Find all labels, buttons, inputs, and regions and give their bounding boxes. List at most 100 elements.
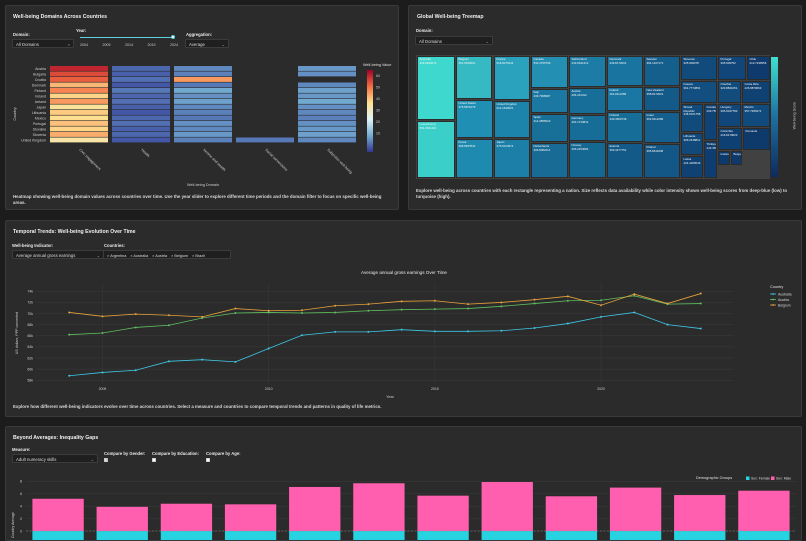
education-checkbox[interactable] bbox=[152, 458, 156, 462]
treemap-cell-name: Costa Rica bbox=[744, 82, 759, 86]
treemap-domain-select[interactable]: All Domains ⌄ bbox=[415, 36, 493, 45]
treemap-cell[interactable]: Lithuania 309.2438811 bbox=[681, 133, 703, 155]
aggregation-select-value: Average bbox=[189, 41, 205, 47]
treemap-cell[interactable]: Romania bbox=[743, 128, 770, 150]
country-chip[interactable]: × Austria bbox=[152, 254, 168, 258]
year-tick-label: 2024 bbox=[170, 43, 178, 47]
heatmap-cell bbox=[174, 82, 232, 88]
heatmap-cell bbox=[112, 132, 170, 137]
heatmap-row-label: Croatia bbox=[35, 78, 46, 82]
treemap-cell[interactable]: Hungary 305.6047783 bbox=[718, 104, 741, 127]
gender-checkbox[interactable] bbox=[104, 457, 108, 462]
chevron-down-icon[interactable]: ⌄ bbox=[96, 252, 100, 258]
heatmap-row-label: Denmark bbox=[32, 83, 46, 87]
treemap-cell[interactable]: Israel 392.8112289 bbox=[644, 112, 680, 143]
country-chip[interactable]: × Brazil bbox=[192, 254, 205, 258]
treemap-cell[interactable]: Belgium 461.6659001 bbox=[456, 56, 492, 99]
treemap-cell[interactable]: Japan 375.6014574 bbox=[494, 139, 530, 178]
treemap-cell[interactable]: Estonia 369.4277751 bbox=[607, 143, 643, 178]
chevron-down-icon[interactable]: ⌄ bbox=[221, 41, 225, 47]
treemap-cell[interactable]: Korea 398.8937844 bbox=[456, 139, 493, 178]
treemap-cell[interactable]: Austria 406.431312 bbox=[569, 88, 606, 114]
bar-male bbox=[289, 486, 341, 531]
treemap-cell[interactable]: Finland 443.3609748 bbox=[607, 112, 643, 142]
indicator-select[interactable]: Average annual gross earnings ⌄ bbox=[12, 250, 104, 259]
treemap-cell[interactable]: Denmark 449.8172001 bbox=[607, 56, 643, 86]
age-checkbox[interactable] bbox=[206, 458, 210, 462]
treemap-cell[interactable]: New Zealand 358.8172001 bbox=[644, 87, 680, 111]
treemap-cell[interactable]: Costa Rica 226.8879663 bbox=[742, 81, 770, 103]
treemap-cell[interactable]: Slovak Republic 346.5101758 bbox=[681, 104, 703, 132]
country-chip[interactable]: × Belgium bbox=[171, 254, 189, 258]
heatmap-column-label: Subjective well-being bbox=[326, 148, 353, 175]
series-point bbox=[367, 309, 370, 312]
series-point bbox=[134, 369, 137, 372]
countries-multiselect[interactable]: × Argentina × Australia × Austria × Belgium… bbox=[103, 250, 231, 259]
heatmap-colorbar bbox=[367, 70, 373, 152]
treemap-cell[interactable]: Greece 361.7772891 bbox=[681, 81, 717, 103]
treemap-cell[interactable]: Spain 414.2855023 bbox=[531, 114, 568, 142]
treemap-cell[interactable]: Slovenia 325.909378 bbox=[681, 56, 717, 80]
treemap-cell[interactable]: Iceland bbox=[718, 151, 730, 165]
year-slider-handle[interactable] bbox=[171, 35, 175, 39]
measure-select-value: Adult numeracy skills bbox=[16, 456, 57, 462]
heatmap-colorbar-tick: 20 bbox=[376, 120, 380, 124]
country-chip[interactable]: × Argentina bbox=[107, 254, 127, 258]
treemap-cell-name: Estonia bbox=[609, 144, 620, 148]
chevron-down-icon[interactable]: ⌄ bbox=[485, 38, 489, 44]
treemap-cell[interactable]: Australia 443.9290076 bbox=[417, 56, 455, 120]
y-tick-label: 64k bbox=[27, 345, 33, 349]
y-tick-label: 8 bbox=[20, 480, 22, 484]
treemap-cell[interactable]: Netherlands 406.8082214 bbox=[531, 143, 568, 178]
y-tick-label: 0 bbox=[20, 529, 22, 533]
legend-label: Australia bbox=[778, 292, 792, 296]
inequality-chart: Demographic Groups Sex: Female Sex: Male 8 6… bbox=[11, 476, 796, 540]
treemap-cell-value: 532.4755799 bbox=[533, 60, 551, 65]
treemap-cell-value: 369.4277751 bbox=[609, 147, 627, 152]
heatmap-cell bbox=[174, 71, 232, 77]
treemap-cell[interactable]: United Kingdom 612.1640001 bbox=[494, 101, 530, 138]
aggregation-select[interactable]: Average ⌄ bbox=[185, 39, 229, 48]
treemap-cell-value: 414.2855023 bbox=[533, 118, 551, 123]
treemap-cell[interactable]: Portugal 305.609752 bbox=[718, 56, 746, 80]
year-slider[interactable] bbox=[80, 35, 175, 39]
treemap-cell-value: 216.8179623 bbox=[720, 132, 738, 137]
treemap-cell-name: Austria bbox=[571, 89, 581, 93]
measure-select[interactable]: Adult numeracy skills ⌄ bbox=[12, 454, 98, 463]
treemap-cell[interactable]: Canada 532.4755799 bbox=[531, 56, 568, 88]
treemap-cell[interactable]: Sweden 394.1407171 bbox=[644, 56, 680, 86]
heatmap-cell bbox=[298, 110, 356, 115]
y-tick-label: 68k bbox=[27, 323, 33, 327]
treemap-cell[interactable]: Luxembourg 501.2521404 bbox=[417, 121, 455, 178]
domain-select[interactable]: All Domains × bbox=[12, 39, 74, 48]
treemap-cell[interactable]: Ireland 461.8112289 bbox=[607, 87, 643, 111]
domain-label: Domain: bbox=[13, 32, 30, 37]
trends-panel: Temporal Trends: Well-being Evolution Ov… bbox=[5, 220, 802, 417]
clear-icon[interactable]: × bbox=[67, 41, 70, 47]
y-tick-label: 58k bbox=[27, 379, 33, 383]
treemap-cell[interactable]: United States 375.5871079 bbox=[456, 100, 493, 138]
indicator-label: Well-being Indicator: bbox=[12, 243, 54, 248]
treemap-cell[interactable]: Chile 213.7236556 bbox=[747, 56, 770, 80]
treemap-cell[interactable]: France 618.8076444 bbox=[494, 56, 530, 100]
series-point bbox=[134, 326, 137, 329]
treemap-cell[interactable]: Mexico 357.7485274 bbox=[742, 104, 770, 127]
treemap-cell[interactable]: Norway 406.2453684 bbox=[569, 142, 606, 178]
treemap-cell[interactable]: Germany 401.1743841 bbox=[569, 115, 606, 141]
series-point bbox=[201, 315, 204, 318]
treemap-cell[interactable]: Czechia 323.8841051 bbox=[718, 81, 741, 103]
series-point bbox=[433, 308, 436, 311]
chevron-down-icon[interactable]: ⌄ bbox=[90, 456, 94, 462]
treemap-cell[interactable]: Bulgaria bbox=[731, 151, 742, 165]
treemap-cell[interactable]: Italy 436.7968987 bbox=[531, 89, 568, 113]
country-chip[interactable]: × Australia bbox=[130, 254, 149, 258]
year-slider-track[interactable] bbox=[80, 36, 174, 38]
bar-legend-swatch bbox=[746, 476, 750, 480]
treemap-cell[interactable]: Latvia 224.4265043 bbox=[681, 156, 703, 178]
heatmap-cell bbox=[50, 82, 108, 88]
treemap-cell[interactable]: Colombia 216.8179623 bbox=[718, 128, 742, 150]
treemap-cell[interactable]: Switzerland 443.6341412 bbox=[569, 56, 606, 87]
treemap-cell[interactable]: Poland 365.8611838 bbox=[644, 144, 680, 178]
